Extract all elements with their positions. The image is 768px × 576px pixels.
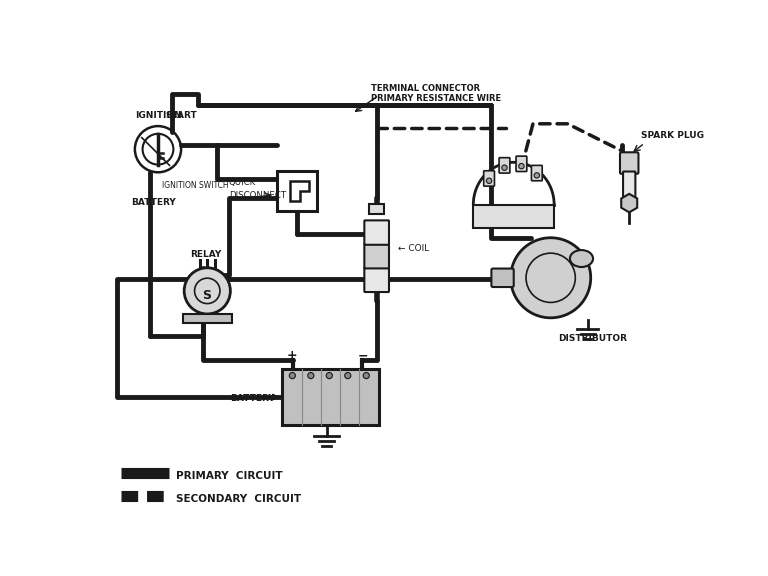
Polygon shape xyxy=(290,181,309,201)
FancyBboxPatch shape xyxy=(183,314,232,323)
Circle shape xyxy=(502,165,507,170)
Circle shape xyxy=(534,173,539,178)
Circle shape xyxy=(486,178,492,184)
FancyBboxPatch shape xyxy=(473,204,554,228)
FancyBboxPatch shape xyxy=(364,268,389,292)
Text: DISTRIBUTOR: DISTRIBUTOR xyxy=(558,334,627,343)
FancyBboxPatch shape xyxy=(364,221,389,245)
Text: TERMINAL CONNECTOR: TERMINAL CONNECTOR xyxy=(371,84,481,93)
FancyBboxPatch shape xyxy=(623,172,635,198)
Text: IGNITION SWITCH: IGNITION SWITCH xyxy=(162,181,228,190)
Circle shape xyxy=(184,268,230,314)
Circle shape xyxy=(518,164,524,169)
FancyBboxPatch shape xyxy=(516,156,527,172)
Text: BATTERY: BATTERY xyxy=(131,198,176,207)
Ellipse shape xyxy=(570,250,593,267)
Text: −: − xyxy=(358,350,369,362)
Text: PRIMARY  CIRCUIT: PRIMARY CIRCUIT xyxy=(177,471,283,481)
Circle shape xyxy=(308,373,314,378)
Circle shape xyxy=(511,238,591,318)
Text: SECONDARY  CIRCUIT: SECONDARY CIRCUIT xyxy=(177,494,302,504)
Polygon shape xyxy=(621,194,637,213)
FancyBboxPatch shape xyxy=(484,170,495,186)
Text: QUICK: QUICK xyxy=(229,177,256,187)
Text: START: START xyxy=(166,111,197,120)
Circle shape xyxy=(363,373,369,378)
Circle shape xyxy=(326,373,333,378)
FancyBboxPatch shape xyxy=(369,204,384,214)
Circle shape xyxy=(345,373,351,378)
FancyBboxPatch shape xyxy=(620,152,638,174)
Text: S: S xyxy=(202,289,211,302)
Text: PRIMARY RESISTANCE WIRE: PRIMARY RESISTANCE WIRE xyxy=(371,94,502,104)
Text: +: + xyxy=(287,350,297,362)
FancyBboxPatch shape xyxy=(492,268,514,287)
FancyBboxPatch shape xyxy=(364,244,389,268)
Text: RELAY: RELAY xyxy=(190,250,222,259)
FancyBboxPatch shape xyxy=(499,158,510,173)
Text: BATTERY: BATTERY xyxy=(230,394,275,403)
FancyBboxPatch shape xyxy=(283,369,379,425)
FancyBboxPatch shape xyxy=(531,165,542,181)
FancyBboxPatch shape xyxy=(276,170,316,211)
Text: DISCONNECT: DISCONNECT xyxy=(229,191,286,200)
Circle shape xyxy=(290,373,296,378)
Text: SPARK PLUG: SPARK PLUG xyxy=(641,131,703,141)
Text: IGNITION: IGNITION xyxy=(135,111,181,120)
Text: ← COIL: ← COIL xyxy=(399,244,429,253)
